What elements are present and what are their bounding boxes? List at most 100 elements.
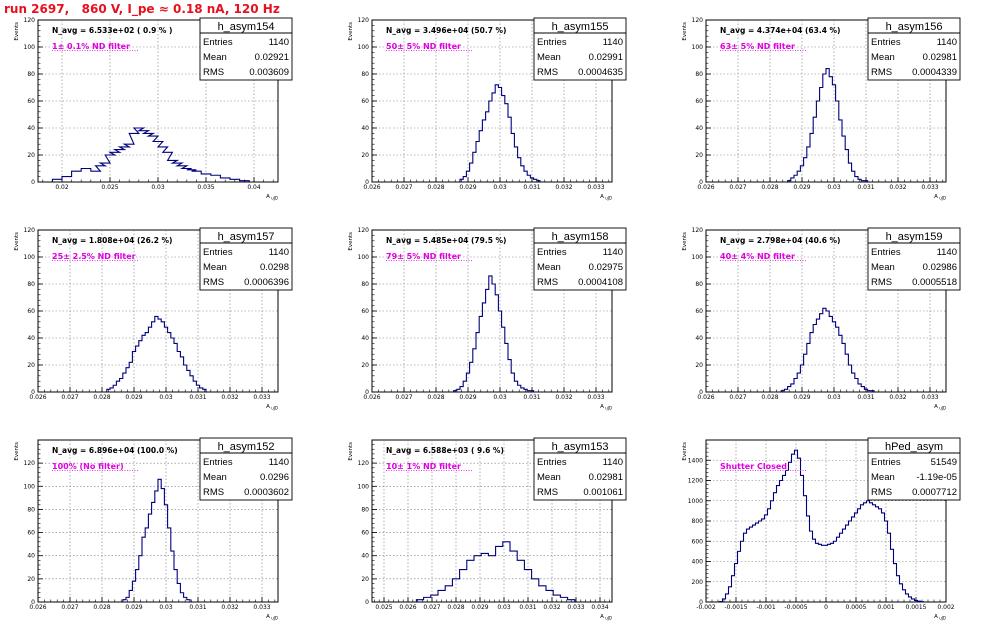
stats-mean-label: Mean [871, 262, 895, 273]
x-tick-label: 0.028 [447, 604, 464, 611]
y-tick-label: 80 [361, 506, 369, 513]
x-tick-label: -0.002 [696, 604, 716, 611]
panel-h_asym159: 0.026 0.027 0.028 0.029 0.03 0.031 0.032 0.033 0… [682, 227, 961, 411]
stats-title: hPed_asym [885, 441, 943, 453]
y-tick-label: 100 [692, 254, 704, 261]
stats-box [199, 227, 293, 291]
stats-entries-value: 1140 [269, 457, 289, 468]
histogram-line [106, 315, 207, 392]
x-tick-label: 0.027 [729, 394, 746, 401]
stats-mean-label: Mean [203, 262, 227, 273]
x-tick-label: 0.032 [221, 604, 238, 611]
histogram-line [780, 307, 875, 392]
stats-entries-label: Entries [871, 457, 901, 468]
y-tick-label: 100 [358, 254, 370, 261]
stats-mean-label: Mean [871, 472, 895, 483]
y-tick-label: 1200 [688, 478, 703, 485]
annotation-label: 100% (No filter) [52, 462, 124, 471]
x-tick-label: 0.027 [729, 184, 746, 191]
y-tick-label: 200 [692, 579, 704, 586]
header-label: N_avg = 6.533e+02 ( 0.9 % ) [52, 26, 172, 35]
stats-mean-value: 0.02975 [589, 262, 623, 273]
histogram-line [415, 541, 576, 602]
y-tick-label: 120 [358, 227, 370, 234]
y-tick-label: 80 [27, 281, 35, 288]
stats-box [533, 227, 627, 291]
stats-mean-value: 0.02981 [923, 52, 957, 63]
y-tick-label: 100 [24, 483, 36, 490]
annotation-label: 79± 5% ND filter [386, 252, 461, 261]
x-tick-label: 0.001 [877, 604, 894, 611]
annotation-label: Shutter Closed [720, 462, 787, 471]
x-axis-title: A uJD [266, 404, 278, 411]
x-axis-title: A uJD [600, 404, 612, 411]
y-tick-label: 40 [27, 125, 35, 132]
x-tick-label: 0.033 [253, 394, 270, 401]
stats-title: h_asym157 [218, 231, 275, 243]
y-tick-label: 0 [699, 599, 703, 606]
stats-entries-label: Entries [203, 37, 233, 48]
stats-rms-label: RMS [537, 277, 558, 288]
y-tick-label: 40 [361, 125, 369, 132]
y-axis-title: Events [14, 442, 20, 461]
stats-mean-value: 0.0298 [260, 262, 289, 273]
panel-h_asym158: 0.026 0.027 0.028 0.029 0.03 0.031 0.032 0.033 0… [348, 227, 627, 411]
stats-mean-label: Mean [537, 262, 561, 273]
y-tick-label: 0 [31, 599, 35, 606]
x-tick-label: 0.029 [459, 184, 476, 191]
y-tick-label: 20 [27, 152, 35, 159]
y-tick-label: 60 [361, 530, 369, 537]
x-tick-label: 0.002 [937, 604, 954, 611]
annotation-label: 25± 2.5% ND filter [52, 252, 136, 261]
x-tick-label: 0.026 [363, 184, 380, 191]
stats-rms-label: RMS [537, 487, 558, 498]
x-tick-label: 0.027 [395, 184, 412, 191]
x-tick-label: -0.001 [756, 604, 776, 611]
x-axis-title: A uJD [266, 614, 278, 621]
y-tick-label: 80 [695, 281, 703, 288]
x-axis-title: A uJD [600, 194, 612, 201]
x-tick-label: 0.029 [471, 604, 488, 611]
y-axis-title: Events [348, 232, 354, 251]
stats-rms-value: 0.003609 [249, 67, 289, 78]
x-tick-label: -0.0005 [784, 604, 807, 611]
x-tick-label: 0.02 [55, 184, 69, 191]
stats-box [867, 227, 961, 291]
y-tick-label: 0 [31, 389, 35, 396]
x-tick-label: 0.032 [889, 184, 906, 191]
y-tick-label: 600 [692, 538, 704, 545]
y-tick-label: 120 [24, 227, 36, 234]
y-tick-label: 40 [27, 335, 35, 342]
stats-mean-label: Mean [203, 472, 227, 483]
stats-title: h_asym156 [886, 21, 943, 33]
y-axis-title: Events [14, 22, 20, 41]
x-tick-label: 0.031 [189, 604, 206, 611]
y-tick-label: 0 [31, 179, 35, 186]
x-tick-label: 0.025 [375, 604, 392, 611]
x-tick-label: 0.031 [857, 394, 874, 401]
x-tick-label: 0.028 [761, 184, 778, 191]
y-tick-label: 0 [365, 389, 369, 396]
y-tick-label: 80 [361, 71, 369, 78]
histogram-line [787, 68, 869, 182]
x-tick-label: 0.032 [889, 394, 906, 401]
stats-rms-label: RMS [537, 67, 558, 78]
x-tick-label: 0.031 [189, 394, 206, 401]
annotation-label: 50± 5% ND filter [386, 42, 461, 51]
y-tick-label: 20 [695, 362, 703, 369]
x-tick-label: 0.029 [459, 394, 476, 401]
stats-box [199, 17, 293, 81]
x-tick-label: 0.031 [523, 394, 540, 401]
y-axis-title: Events [348, 442, 354, 461]
y-tick-label: 120 [692, 227, 704, 234]
header-label: N_avg = 6.588e+03 ( 9.6 %) [386, 446, 504, 455]
x-tick-label: 0.026 [363, 394, 380, 401]
x-tick-label: 0.032 [555, 184, 572, 191]
stats-entries-label: Entries [203, 247, 233, 258]
stats-rms-value: 0.0004635 [578, 67, 623, 78]
stats-entries-label: Entries [203, 457, 233, 468]
x-tick-label: 0.029 [793, 184, 810, 191]
y-tick-label: 20 [361, 362, 369, 369]
x-tick-label: 0.031 [523, 184, 540, 191]
y-axis-title: Events [348, 22, 354, 41]
